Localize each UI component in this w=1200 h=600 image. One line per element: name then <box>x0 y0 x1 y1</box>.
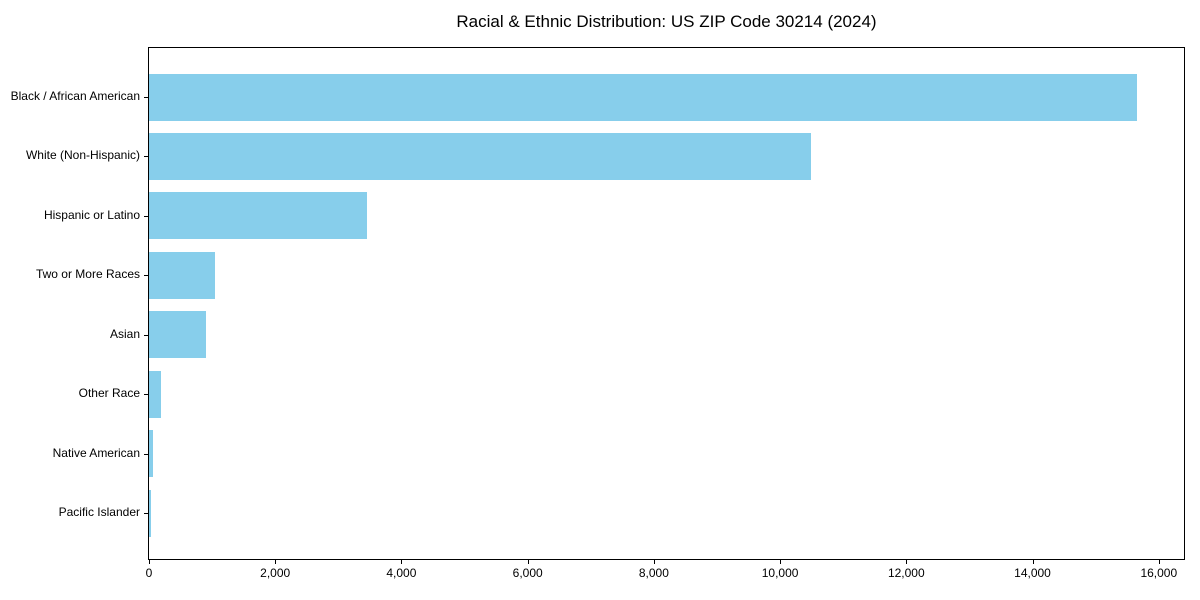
y-tick-label: Native American <box>52 445 140 460</box>
x-tick-label: 6,000 <box>512 566 543 580</box>
bar-pacific-islander <box>149 489 151 537</box>
x-tick-label: 14,000 <box>1014 566 1051 580</box>
y-tick-mark <box>144 394 148 396</box>
x-tick-label: 16,000 <box>1140 566 1178 580</box>
x-tick-mark <box>1032 560 1034 564</box>
y-tick-label: Pacific Islander <box>58 505 140 519</box>
x-tick-mark <box>653 560 655 564</box>
x-tick-label: 10,000 <box>761 566 799 580</box>
x-tick-mark <box>1158 560 1160 564</box>
bar-white-non-hispanic <box>149 132 811 180</box>
y-tick-mark <box>144 156 148 158</box>
x-tick-mark <box>906 560 908 564</box>
y-tick-mark <box>144 334 148 336</box>
bar-black-african-american <box>149 73 1137 121</box>
y-tick-label: Asian <box>109 326 140 341</box>
chart-title: Racial & Ethnic Distribution: US ZIP Cod… <box>456 12 877 31</box>
bar-two-or-more-races <box>149 251 215 299</box>
y-tick-mark <box>144 215 148 217</box>
bar-hispanic-or-latino <box>149 192 367 240</box>
x-tick-mark <box>780 560 782 564</box>
bar-other-race <box>149 370 161 418</box>
x-tick-label: 8,000 <box>638 566 669 580</box>
plot-area <box>148 47 1185 560</box>
y-tick-mark <box>144 453 148 455</box>
y-tick-mark <box>144 97 148 98</box>
x-tick-mark <box>275 560 277 564</box>
x-tick-mark <box>149 560 150 564</box>
x-tick-label: 2,000 <box>260 566 291 580</box>
y-tick-mark <box>144 275 148 277</box>
y-tick-label: White (Non-Hispanic) <box>25 148 140 163</box>
x-tick-label: 12,000 <box>887 566 925 580</box>
x-tick-mark <box>401 560 403 564</box>
x-tick-mark <box>527 560 529 564</box>
y-tick-label: Two or More Races <box>35 267 140 282</box>
y-tick-label: Other Race <box>78 386 140 401</box>
bar-native-american <box>149 430 153 478</box>
x-tick-label: 0 <box>145 566 153 580</box>
y-tick-mark <box>144 513 148 514</box>
y-tick-label: Black / African American <box>10 89 140 103</box>
bar-asian <box>149 311 206 359</box>
x-tick-label: 4,000 <box>386 566 417 580</box>
y-tick-label: Hispanic or Latino <box>43 207 140 222</box>
